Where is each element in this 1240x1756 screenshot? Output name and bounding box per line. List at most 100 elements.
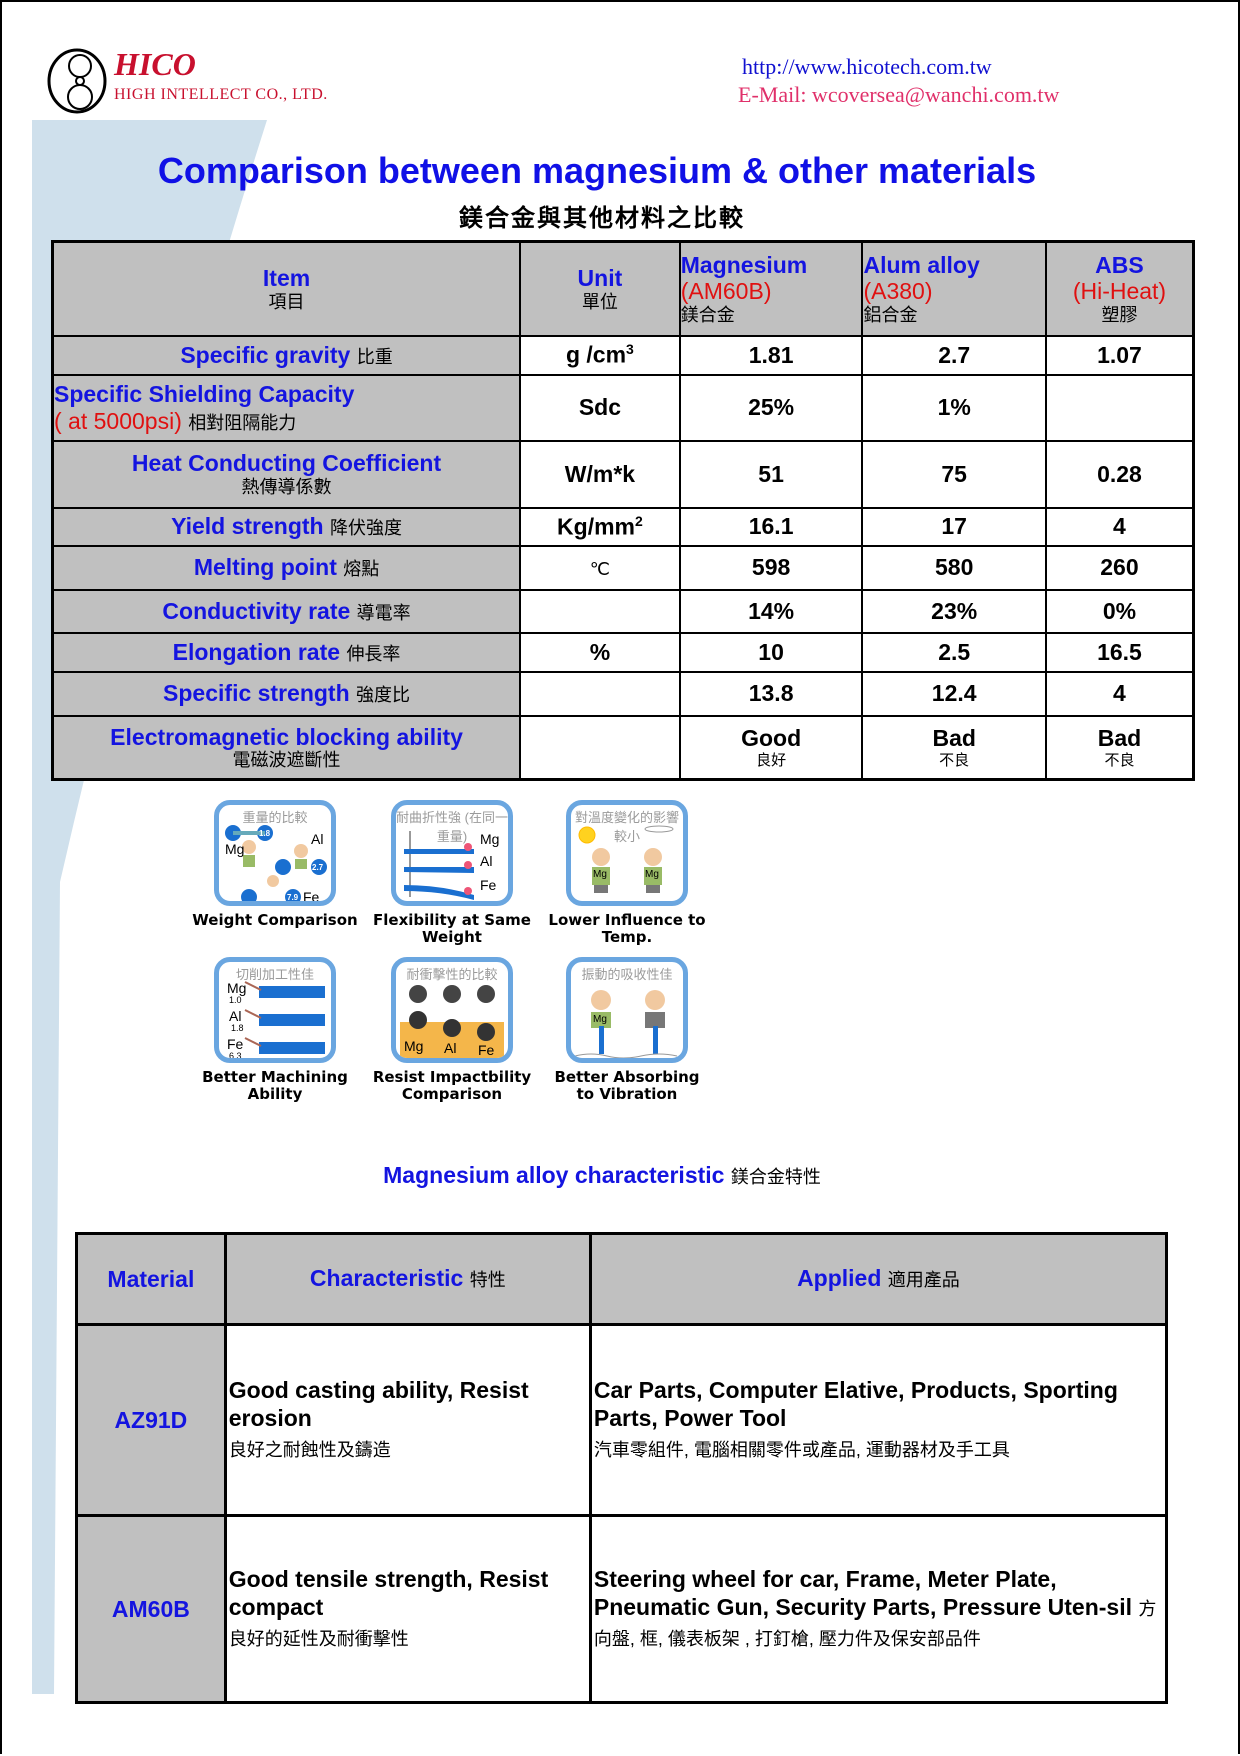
item-label: Specific strength	[163, 680, 350, 707]
header-al-grade: (A380)	[863, 278, 933, 305]
abs-value-cell: 4	[1044, 506, 1195, 547]
mg-value: 51	[758, 460, 784, 487]
material-label: Fe	[303, 889, 320, 905]
mg-value: 25%	[748, 394, 795, 421]
characteristic-en: Good tensile strength, Resist compact	[228, 1566, 549, 1620]
item-note: ( at 5000psi)	[54, 407, 182, 434]
header-characteristic-zh: 特性	[469, 1270, 506, 1290]
illustration-vibration-absorbing: 振動的吸收性佳 Mg	[566, 957, 688, 1063]
item-cell: Specific Shielding Capacity( at 5000psi)…	[51, 373, 522, 442]
item-label: Specific gravity	[180, 341, 351, 368]
illustration-drawing-icon	[574, 990, 678, 1058]
al-value: 580	[935, 554, 974, 581]
material-value: 1.0	[229, 995, 242, 1005]
table-row: Specific Shielding Capacity( at 5000psi)…	[51, 373, 1195, 442]
characteristic-section-title: Magnesium alloy characteristic 鎂合金特性	[2, 1162, 1202, 1189]
header-applied-zh: 適用產品	[887, 1270, 960, 1290]
material-value: 6.3	[229, 1051, 242, 1061]
item-label-zh: 電磁波遮斷性	[232, 750, 341, 771]
mg-value: 1.81	[748, 341, 794, 368]
illustration-caption: Resist Impactbility Comparison	[372, 1068, 532, 1103]
unit-superscript: 2	[634, 512, 643, 529]
unit-cell	[519, 588, 681, 634]
material-label: Al	[229, 1008, 242, 1024]
abs-value: 0%	[1102, 597, 1137, 624]
mg-value-cell: 14%	[678, 588, 864, 634]
mg-value-cell: Good 良好	[678, 714, 864, 781]
al-value-cell: 12.4	[861, 670, 1047, 717]
al-value-cell: 75	[861, 439, 1047, 509]
header-unit-en: Unit	[577, 265, 623, 292]
company-name: HIGH INTELLECT CO., LTD.	[114, 86, 328, 103]
applied-zh: 方向盤, 框, 儀表板架 , 打釘槍, 壓力件及保安部品件	[593, 1599, 1157, 1649]
al-value-cell: 2.5	[861, 631, 1047, 673]
illustration-drawing-icon	[404, 831, 474, 900]
item-label: Conductivity rate	[162, 597, 351, 624]
material-label: Al	[444, 1040, 457, 1056]
table-row: Specific strength 強度比 13.8 12.4 4	[51, 670, 1195, 717]
mg-value-zh: 良好	[756, 751, 787, 769]
table-row: Melting point 熔點 ℃ 598 580 260	[51, 544, 1195, 591]
material-label: Mg	[645, 869, 659, 880]
header-applied-en: Applied	[797, 1265, 882, 1291]
abs-value-cell: 1.07	[1044, 334, 1195, 376]
comparison-table: Item 項目 Unit 單位 Magnesium (AM60B) 鎂合金 Alum a…	[51, 240, 1195, 781]
mg-value-cell: 25%	[678, 373, 864, 442]
page-title: Comparison between magnesium & other mat…	[157, 150, 1037, 191]
mg-value-cell: 13.8	[678, 670, 864, 717]
abs-value: 4	[1113, 513, 1126, 540]
mg-value: 598	[751, 554, 791, 581]
email-link[interactable]: E-Mail: wcoversea@wanchi.com.tw	[738, 82, 1060, 107]
al-value: 75	[941, 460, 967, 487]
header-mg-grade: (AM60B)	[680, 278, 772, 305]
unit-cell: W/m*k	[519, 439, 681, 509]
abs-value-cell: 16.5	[1044, 631, 1195, 673]
table-row: Heat Conducting Coefficient 熱傳導係數 W/m*k 51 7…	[51, 439, 1195, 509]
applied-cell: Car Parts, Computer Elative, Products, S…	[588, 1323, 1169, 1517]
abs-value-cell: 0%	[1044, 588, 1195, 634]
item-cell: Specific strength 強度比	[51, 670, 522, 717]
unit-value: Kg/mm	[557, 513, 635, 540]
item-cell: Conductivity rate 導電率	[51, 588, 522, 634]
material-label: Mg	[593, 1014, 607, 1025]
illustration-caption: Better Machining Ability	[202, 1068, 348, 1103]
mg-value-cell: 10	[678, 631, 864, 673]
illustration-title-zh: 耐曲折性強 (在同一重量)	[396, 810, 508, 844]
item-label: Electromagnetic blocking ability	[110, 723, 463, 750]
header-abs-zh: 塑膠	[1101, 304, 1138, 325]
material-label: Mg	[480, 831, 500, 847]
item-label: Yield strength	[171, 513, 324, 540]
illustration-title-zh: 對溫度變化的影響較小	[574, 810, 679, 844]
al-value: Bad	[932, 725, 976, 752]
material-label: Mg	[225, 841, 245, 857]
table-row: Electromagnetic blocking ability 電磁波遮斷性 Go…	[51, 714, 1195, 781]
item-label-zh: 熔點	[343, 559, 380, 580]
website-link[interactable]: http://www.hicotech.com.tw	[742, 54, 992, 79]
characteristic-title-zh: 鎂合金特性	[730, 1167, 821, 1187]
header-item-zh: 項目	[268, 291, 305, 312]
item-label-zh: 相對阻隔能力	[188, 412, 297, 433]
characteristic-zh: 良好的延性及耐衝擊性	[228, 1629, 409, 1649]
header-applied: Applied 適用產品	[588, 1232, 1169, 1326]
illustration-flexibility: 耐曲折性強 (在同一重量) Mg Al Fe	[391, 800, 513, 906]
material-label: Fe	[227, 1036, 244, 1052]
al-value-cell: 2.7	[861, 334, 1047, 376]
unit-value: g /cm	[565, 342, 627, 369]
illustration-drawing-icon	[244, 981, 325, 1054]
item-label: Elongation rate	[172, 638, 341, 665]
unit-cell: g /cm3	[519, 334, 681, 376]
material-label: Mg	[227, 980, 247, 996]
characteristic-cell: Good tensile strength, Resist compact 良好的…	[223, 1514, 592, 1704]
table-row: Conductivity rate 導電率 14% 23% 0%	[51, 588, 1195, 634]
table-row: AM60B Good tensile strength, Resist compa…	[75, 1514, 1169, 1704]
header-item-en: Item	[262, 265, 311, 292]
material-label: Al	[311, 831, 324, 847]
hico-logo-icon	[47, 48, 107, 114]
mg-value-cell: 16.1	[678, 506, 864, 547]
abs-value-cell	[1044, 373, 1195, 442]
illustration-caption: Flexibility at Same Weight	[373, 911, 531, 946]
header-al-zh: 鋁合金	[863, 304, 918, 325]
al-value-cell: 1%	[861, 373, 1047, 442]
material-label: Al	[480, 853, 493, 869]
al-value: 17	[941, 513, 967, 540]
